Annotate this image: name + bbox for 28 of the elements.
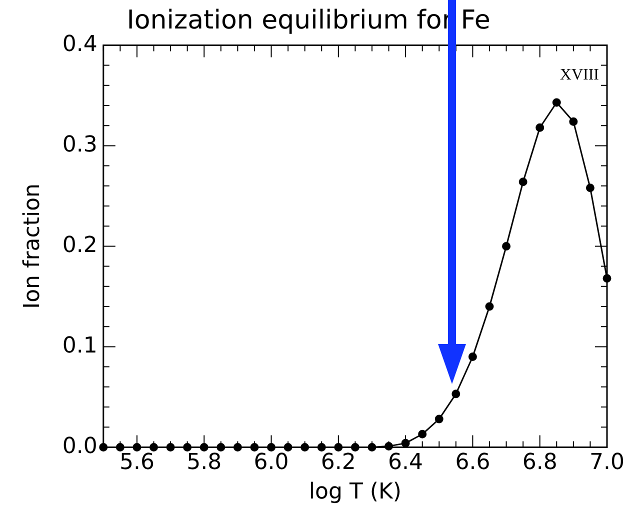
y-tick-label: 0.2 xyxy=(62,232,98,258)
point xyxy=(485,302,494,311)
x-tick-label: 6.8 xyxy=(522,450,558,476)
y-tick-label: 0.0 xyxy=(62,434,98,459)
point xyxy=(536,123,544,132)
x-axis-title: log T (K) xyxy=(308,480,402,505)
x-tick-label: 6.4 xyxy=(388,450,424,476)
point xyxy=(468,352,477,361)
x-tick-label: 5.6 xyxy=(119,450,154,476)
y-tick-label: 0.4 xyxy=(62,32,98,57)
point xyxy=(502,242,511,250)
x-tick-label: 7.0 xyxy=(590,450,624,476)
y-axis-title: Ion fraction xyxy=(20,183,45,309)
y-tick-label: 0.3 xyxy=(62,132,98,158)
x-tick-label: 5.8 xyxy=(186,450,222,476)
point xyxy=(552,98,561,107)
annotation: XVIII xyxy=(560,66,599,84)
point xyxy=(586,184,594,192)
x-tick-label: 6.2 xyxy=(320,450,356,476)
point xyxy=(418,430,427,438)
y-tick-label: 0.1 xyxy=(62,333,98,358)
x-tick-label: 6.6 xyxy=(455,450,490,476)
x-tick-label: 6.0 xyxy=(254,450,289,476)
point xyxy=(518,178,528,186)
chart-title: Ionization equilibrium for Fe xyxy=(126,5,490,36)
point xyxy=(452,390,460,398)
point xyxy=(434,414,444,424)
point xyxy=(569,117,578,126)
